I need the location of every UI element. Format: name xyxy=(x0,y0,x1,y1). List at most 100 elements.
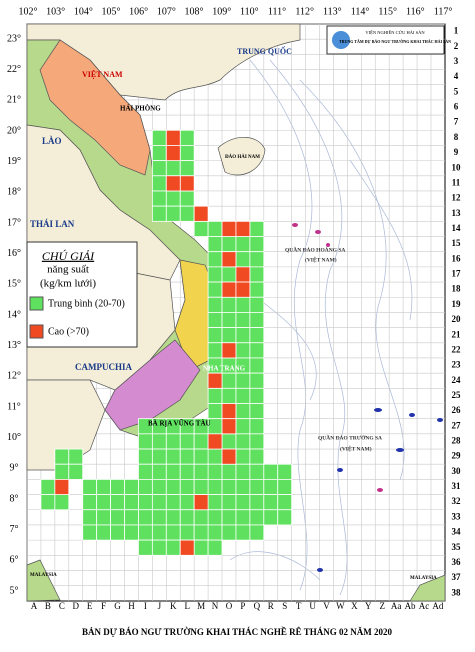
forecast-cell xyxy=(151,448,167,465)
forecast-cell xyxy=(151,190,167,207)
longitude-label: 114° xyxy=(351,6,370,17)
column-label: V xyxy=(323,601,330,611)
longitude-label: 104° xyxy=(74,6,93,17)
logo: VIỆN NGHIÊN CỨU HẢI SẢN TRUNG TÂM DỰ BÁO… xyxy=(326,25,451,55)
forecast-cell xyxy=(124,509,139,526)
forecast-cell xyxy=(179,433,195,450)
forecast-cell xyxy=(151,205,167,222)
forecast-cell xyxy=(235,296,251,313)
column-label: M xyxy=(197,601,205,611)
forecast-cell xyxy=(221,327,237,344)
forecast-cell xyxy=(179,494,195,511)
row-label: 30 xyxy=(452,466,462,476)
row-label: 19 xyxy=(452,299,462,309)
forecast-cell xyxy=(179,160,195,177)
forecast-cell xyxy=(221,509,237,526)
latitude-label: 19° xyxy=(7,156,21,167)
column-label: Q xyxy=(254,601,261,611)
forecast-cell xyxy=(277,509,293,526)
column-label: K xyxy=(170,601,177,611)
forecast-cell xyxy=(193,205,209,222)
row-label: 11 xyxy=(452,177,461,187)
forecast-cell xyxy=(151,478,167,495)
legend-unit: (kg/km lưới) xyxy=(40,278,96,290)
column-label: Ad xyxy=(432,601,443,611)
forecast-cell xyxy=(249,342,265,359)
forecast-cell xyxy=(221,251,237,268)
forecast-cell xyxy=(235,251,251,268)
forecast-cell xyxy=(207,478,223,495)
column-label: F xyxy=(101,601,106,611)
forecast-cell xyxy=(221,296,237,313)
row-label: 2 xyxy=(454,41,459,51)
forecast-cell xyxy=(221,387,237,404)
forecast-cell xyxy=(207,312,223,329)
row-label: 25 xyxy=(452,390,462,400)
forecast-cell xyxy=(263,463,279,480)
forecast-cell xyxy=(165,448,181,465)
place-label: NHA TRANG xyxy=(203,365,246,373)
forecast-cell xyxy=(165,190,181,207)
latitude-label: 7° xyxy=(10,524,19,535)
forecast-cell xyxy=(179,145,195,162)
column-label: I xyxy=(144,601,147,611)
forecast-cell xyxy=(179,524,195,541)
row-label: 21 xyxy=(452,329,462,339)
forecast-cell xyxy=(235,372,251,389)
forecast-cell xyxy=(165,433,181,450)
forecast-cell xyxy=(165,145,181,162)
forecast-cell xyxy=(207,296,223,313)
forecast-cell xyxy=(249,312,265,329)
forecast-cell xyxy=(68,448,84,465)
longitude-label: 115° xyxy=(378,6,397,17)
forecast-cells xyxy=(40,129,293,556)
forecast-cell xyxy=(221,220,237,237)
forecast-cell xyxy=(138,494,153,511)
row-label: 15 xyxy=(452,238,462,248)
longitude-label: 110° xyxy=(240,6,259,17)
forecast-cell xyxy=(207,433,223,450)
column-label: J xyxy=(158,601,162,611)
column-label: X xyxy=(351,601,358,611)
longitude-label: 105° xyxy=(102,6,121,17)
forecast-cell xyxy=(249,357,265,374)
forecast-cell xyxy=(249,448,265,465)
forecast-cell xyxy=(138,539,153,556)
forecast-cell xyxy=(235,509,251,526)
place-label: QUẦN ĐẢO HOÀNG SA xyxy=(285,245,345,253)
column-label: P xyxy=(240,601,245,611)
forecast-cell xyxy=(235,312,251,329)
forecast-cell xyxy=(207,539,223,556)
forecast-cell xyxy=(193,448,209,465)
column-label: S xyxy=(282,601,287,611)
row-label: 18 xyxy=(452,284,462,294)
forecast-cell xyxy=(263,494,279,511)
row-label: 27 xyxy=(452,420,462,430)
longitude-label: 102° xyxy=(19,6,38,17)
place-label: (VIỆT NAM) xyxy=(340,444,372,452)
legend-high: Cao (>70) xyxy=(48,326,89,337)
forecast-cell xyxy=(235,266,251,283)
forecast-cell xyxy=(249,524,265,541)
land xyxy=(26,23,446,602)
forecast-cell xyxy=(138,433,153,450)
forecast-cell xyxy=(249,463,265,480)
forecast-cell xyxy=(235,236,251,253)
forecast-cell xyxy=(249,494,265,511)
longitude-label: 107° xyxy=(157,6,176,17)
forecast-cell xyxy=(207,387,223,404)
longitude-label: 111° xyxy=(268,6,286,17)
latitude-label: 13° xyxy=(7,340,21,351)
row-label: 8 xyxy=(454,132,459,142)
row-label: 9 xyxy=(454,147,459,157)
column-label: R xyxy=(268,601,274,611)
forecast-cell xyxy=(179,190,195,207)
forecast-cell xyxy=(221,403,237,420)
row-label: 1 xyxy=(454,26,459,36)
column-label: B xyxy=(45,601,51,611)
forecast-cell xyxy=(138,478,153,495)
forecast-cell xyxy=(138,509,153,526)
row-label: 24 xyxy=(452,375,462,385)
